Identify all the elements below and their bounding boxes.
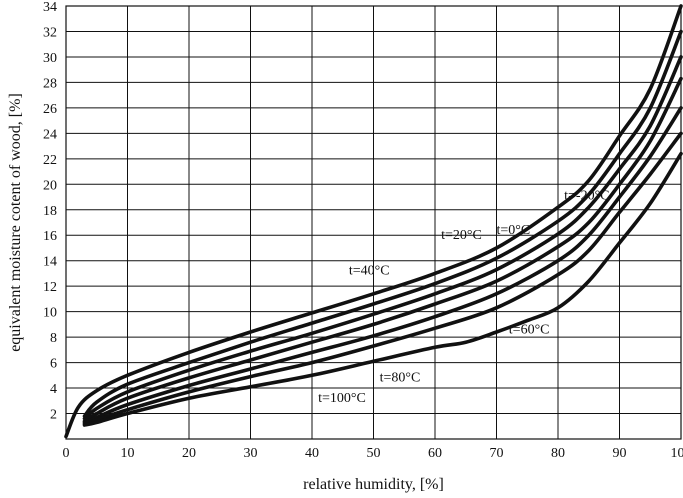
x-tick-label: 70 xyxy=(490,446,504,461)
y-tick-label: 26 xyxy=(43,102,57,117)
y-tick-label: 14 xyxy=(43,255,57,270)
x-tick-label: 40 xyxy=(305,446,319,461)
series-line-4 xyxy=(82,106,683,425)
x-tick-label: 20 xyxy=(182,446,196,461)
tick-labels: 0102030405060708090100246810121416182022… xyxy=(43,0,683,461)
curve-label: t=40°C xyxy=(349,264,390,279)
y-tick-label: 22 xyxy=(43,153,57,168)
y-tick-label: 12 xyxy=(43,280,57,295)
x-tick-label: 90 xyxy=(613,446,627,461)
series-line-5 xyxy=(82,131,683,426)
x-tick-label: 60 xyxy=(428,446,442,461)
x-tick-label: 100 xyxy=(671,446,683,461)
x-tick-label: 10 xyxy=(121,446,135,461)
curve-label: t=80°C xyxy=(380,371,421,386)
series-line-0 xyxy=(64,4,683,439)
curve-label: t=100°C xyxy=(318,391,366,406)
y-tick-label: 28 xyxy=(43,76,57,91)
y-tick-label: 30 xyxy=(43,51,57,66)
curve-label: t=0°C xyxy=(497,223,531,238)
series-line-1 xyxy=(82,29,683,418)
x-tick-label: 50 xyxy=(367,446,381,461)
plot-frame xyxy=(65,5,682,440)
series-line-3 xyxy=(82,76,683,423)
y-tick-label: 16 xyxy=(43,229,57,244)
series-lines xyxy=(64,4,683,439)
curve-labels: t=-20°C t=0°C t=20°C t=40°C t=60°C t=80°C t=10… xyxy=(318,189,609,406)
y-tick-label: 18 xyxy=(43,204,57,219)
x-axis-title: relative humidity, [%] xyxy=(303,476,444,493)
x-tick-label: 30 xyxy=(244,446,258,461)
y-tick-label: 34 xyxy=(43,0,57,15)
x-tick-label: 80 xyxy=(551,446,565,461)
y-axis-title: equivalent moisture cotent of wood, [%] xyxy=(7,93,24,352)
y-tick-label: 10 xyxy=(43,306,57,321)
y-tick-label: 2 xyxy=(50,408,57,423)
series-line-6 xyxy=(82,151,683,427)
curve-label: t=60°C xyxy=(509,322,550,337)
series-line-2 xyxy=(82,55,683,421)
y-tick-label: 24 xyxy=(43,127,57,142)
y-tick-label: 6 xyxy=(50,357,57,372)
y-tick-label: 8 xyxy=(50,331,57,346)
curve-label: t=20°C xyxy=(441,228,482,243)
y-tick-label: 32 xyxy=(43,25,57,40)
curve-label: t=-20°C xyxy=(564,189,609,204)
y-tick-label: 4 xyxy=(50,382,57,397)
y-tick-label: 20 xyxy=(43,178,57,193)
x-tick-label: 0 xyxy=(63,446,70,461)
